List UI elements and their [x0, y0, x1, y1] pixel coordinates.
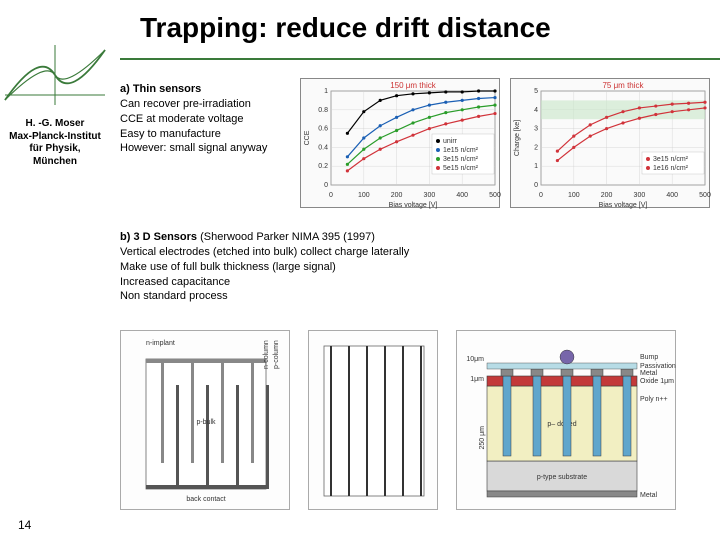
- svg-text:p-type substrate: p-type substrate: [537, 474, 587, 481]
- institute-line2: für Physik,: [0, 143, 110, 156]
- section-a-text: a) Thin sensors Can recover pre-irradiat…: [120, 82, 290, 156]
- svg-text:p-bulk: p-bulk: [196, 419, 216, 426]
- svg-text:2: 2: [534, 144, 538, 151]
- svg-text:150 μm thick: 150 μm thick: [390, 81, 437, 90]
- section-b-line4: Non standard process: [120, 290, 228, 302]
- diagram-row: n-implant n-columnp-column p-bulk back cont…: [120, 330, 700, 520]
- institute-line1: Max-Planck-Institut: [0, 131, 110, 144]
- svg-text:Metal: Metal: [640, 492, 658, 499]
- svg-text:4: 4: [534, 107, 538, 114]
- svg-text:0: 0: [534, 182, 538, 189]
- svg-text:n-implant: n-implant: [146, 340, 175, 347]
- svg-text:5e15 n/cm²: 5e15 n/cm²: [443, 165, 479, 172]
- svg-text:unirr: unirr: [443, 138, 458, 145]
- svg-text:Oxide 1μm: Oxide 1μm: [640, 378, 674, 385]
- svg-text:3e15 n/cm²: 3e15 n/cm²: [653, 156, 689, 163]
- section-b-line3: Increased capacitance: [120, 276, 230, 288]
- section-a-line4: However: small signal anyway: [120, 142, 267, 154]
- svg-text:100: 100: [568, 192, 580, 199]
- svg-text:500: 500: [489, 192, 501, 199]
- svg-text:200: 200: [391, 192, 403, 199]
- slide-title: Trapping: reduce drift distance: [140, 12, 700, 44]
- diagram-3d-wide: n-implant n-columnp-column p-bulk back cont…: [120, 330, 290, 510]
- section-b-line1: Vertical electrodes (etched into bulk) c…: [120, 246, 409, 258]
- section-b-ref: (Sherwood Parker NIMA 395 (1997): [197, 231, 375, 243]
- title-underline: [120, 58, 720, 60]
- slide-root: Trapping: reduce drift distance H. -G. M…: [0, 0, 720, 540]
- svg-text:p– doped: p– doped: [547, 421, 576, 428]
- svg-text:400: 400: [666, 192, 678, 199]
- svg-text:400: 400: [456, 192, 468, 199]
- svg-text:0.8: 0.8: [318, 107, 328, 114]
- svg-text:250 μm: 250 μm: [479, 426, 486, 450]
- svg-text:0: 0: [324, 182, 328, 189]
- svg-text:10μm: 10μm: [466, 356, 484, 363]
- svg-text:3: 3: [534, 126, 538, 133]
- svg-text:0.6: 0.6: [318, 126, 328, 133]
- svg-text:Bump: Bump: [640, 354, 658, 361]
- section-b-text: b) 3 D Sensors (Sherwood Parker NIMA 395…: [120, 230, 600, 304]
- svg-text:0.2: 0.2: [318, 163, 328, 170]
- svg-text:3e15 n/cm²: 3e15 n/cm²: [443, 156, 479, 163]
- svg-text:Bias voltage [V]: Bias voltage [V]: [599, 202, 648, 209]
- svg-text:300: 300: [634, 192, 646, 199]
- diagram-cross-section: p-type substratep– dopedBumpPassivationM…: [456, 330, 676, 510]
- svg-text:CCE: CCE: [304, 130, 311, 145]
- svg-text:1: 1: [534, 163, 538, 170]
- section-a-heading: a) Thin sensors: [120, 83, 201, 95]
- institute-line3: München: [0, 156, 110, 169]
- svg-text:200: 200: [601, 192, 613, 199]
- chart-cce-150um: 0 100 200 300 400 500 0 0.2 0.4 0.6 0.8 1 150 μm thi…: [300, 78, 500, 208]
- svg-text:Poly n++: Poly n++: [640, 396, 668, 403]
- affiliation-block: H. -G. Moser Max-Planck-Institut für Phy…: [0, 118, 110, 168]
- diagram-3d-narrow: [308, 330, 438, 510]
- svg-text:back contact: back contact: [186, 496, 225, 503]
- page-number: 14: [18, 518, 31, 532]
- svg-text:75 μm thick: 75 μm thick: [602, 81, 644, 90]
- section-b-line2: Make use of full bulk thickness (large s…: [120, 261, 336, 273]
- section-a-line1: Can recover pre-irradiation: [120, 98, 251, 110]
- svg-text:1e16 n/cm²: 1e16 n/cm²: [653, 165, 689, 172]
- svg-text:Bias voltage [V]: Bias voltage [V]: [389, 202, 438, 209]
- svg-text:1μm: 1μm: [470, 376, 484, 383]
- section-a-line3: Easy to manufacture: [120, 128, 221, 140]
- svg-text:5: 5: [534, 88, 538, 95]
- chart-charge-75um: 0 100 200 300 400 500 0 1 2 3 4 5 75 μm thick Bias vo…: [510, 78, 710, 208]
- svg-text:1: 1: [324, 88, 328, 95]
- author-name: H. -G. Moser: [0, 118, 110, 131]
- svg-text:100: 100: [358, 192, 370, 199]
- svg-text:500: 500: [699, 192, 711, 199]
- svg-text:Metal: Metal: [640, 370, 658, 377]
- institute-logo: [0, 40, 110, 110]
- svg-text:1e15 n/cm²: 1e15 n/cm²: [443, 147, 479, 154]
- svg-text:n-column: n-column: [263, 340, 270, 369]
- svg-text:p-column: p-column: [273, 340, 280, 369]
- svg-text:0: 0: [329, 192, 333, 199]
- section-b-heading: b) 3 D Sensors: [120, 231, 197, 243]
- svg-text:Charge [ke]: Charge [ke]: [514, 120, 521, 156]
- section-a-line2: CCE at moderate voltage: [120, 113, 244, 125]
- svg-text:Passivation: Passivation: [640, 363, 676, 370]
- svg-text:0: 0: [539, 192, 543, 199]
- svg-text:0.4: 0.4: [318, 144, 328, 151]
- svg-text:300: 300: [424, 192, 436, 199]
